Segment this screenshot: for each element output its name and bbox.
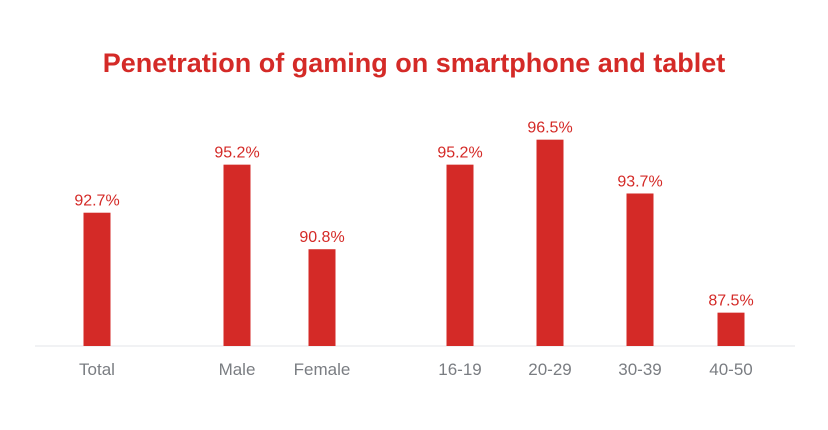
- value-label-30-39: 93.7%: [617, 173, 662, 190]
- category-labels-layer: Total Male Female 16-19 20-29 30-39 40-50: [79, 360, 753, 379]
- category-label-20-29: 20-29: [528, 360, 571, 379]
- category-label-16-19: 16-19: [438, 360, 481, 379]
- bar-30-39: [626, 193, 654, 346]
- chart-title: Penetration of gaming on smartphone and …: [102, 48, 726, 78]
- bar-male: [223, 164, 251, 346]
- value-label-16-19: 95.2%: [437, 145, 482, 162]
- category-label-30-39: 30-39: [618, 360, 661, 379]
- value-label-female: 90.8%: [299, 229, 344, 246]
- value-label-20-29: 96.5%: [527, 120, 572, 137]
- value-labels-layer: 92.7% 95.2% 90.8% 95.2% 96.5% 93.7% 87.5%: [74, 120, 753, 310]
- bar-16-19: [446, 164, 474, 346]
- bar-40-50: [717, 312, 745, 346]
- category-label-female: Female: [294, 360, 351, 379]
- bar-20-29: [536, 139, 564, 346]
- value-label-40-50: 87.5%: [708, 293, 753, 310]
- category-label-male: Male: [219, 360, 256, 379]
- bars-layer: [83, 139, 745, 346]
- bar-total: [83, 212, 111, 346]
- category-label-total: Total: [79, 360, 115, 379]
- value-label-male: 95.2%: [214, 145, 259, 162]
- bar-female: [308, 249, 336, 346]
- category-label-40-50: 40-50: [709, 360, 752, 379]
- value-label-total: 92.7%: [74, 193, 119, 210]
